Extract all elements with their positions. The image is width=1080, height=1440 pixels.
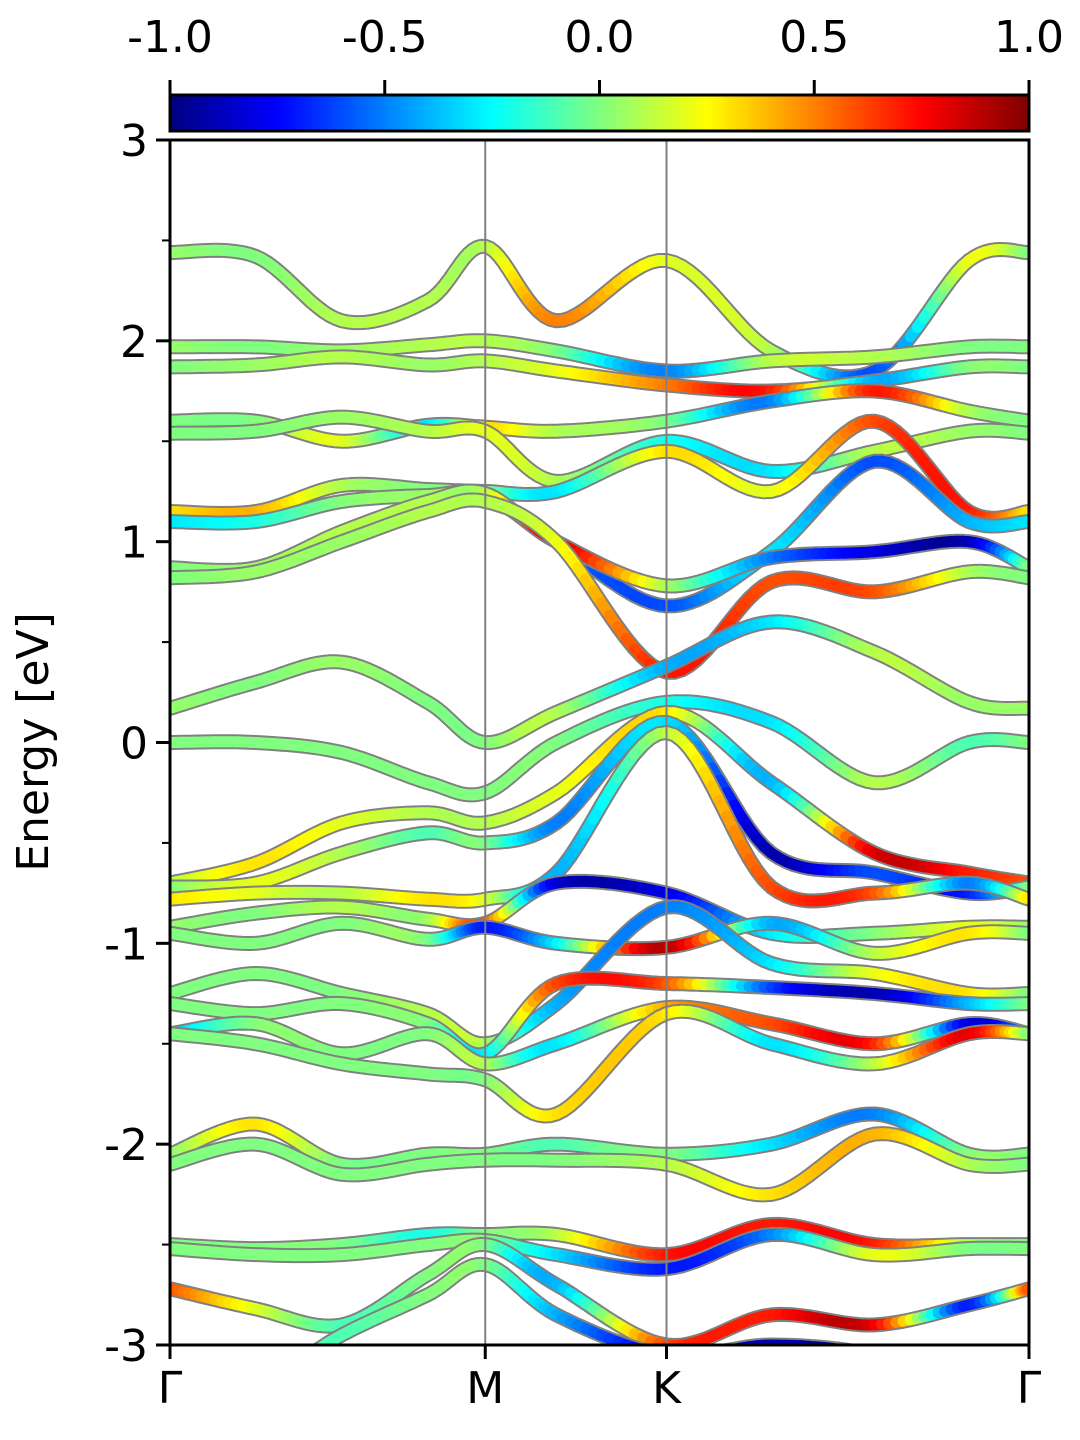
colorbar-tick-label: 0.0: [565, 12, 635, 63]
band: [170, 725, 1029, 909]
colorbar-tick-label: -0.5: [342, 12, 428, 63]
band-segment: [889, 1359, 896, 1361]
band-segment: [293, 1363, 299, 1367]
y-tick-label: 0: [120, 719, 148, 770]
band-segment: [256, 1383, 262, 1385]
band-segment: [183, 1386, 189, 1387]
band: [170, 694, 1029, 803]
band-segment: [951, 1380, 957, 1382]
band-segment: [299, 1358, 305, 1362]
band-segment: [719, 1351, 727, 1352]
band-segment: [629, 1342, 646, 1345]
band-segment: [201, 1388, 208, 1389]
band-segment: [903, 1363, 910, 1366]
band-segment: [236, 1388, 243, 1389]
band-segment: [896, 1361, 903, 1363]
band-segment: [194, 1387, 201, 1388]
band-segment: [262, 1381, 268, 1384]
k-point-label: Γ: [1017, 1363, 1042, 1414]
band-segment: [280, 1371, 286, 1375]
band-segment: [963, 1384, 969, 1385]
band: [170, 899, 1029, 1052]
k-point-label: Γ: [158, 1363, 183, 1414]
y-axis: 3 2 1 0 -1 -2 -3: [104, 116, 170, 1372]
band-segment: [315, 1344, 320, 1345]
band-segment: [287, 1367, 293, 1371]
band-segment: [980, 1387, 985, 1388]
bands: [170, 238, 1029, 1389]
colorbar-tick-label: 0.5: [779, 12, 849, 63]
band-segment: [826, 1342, 842, 1345]
band-segment: [917, 1368, 924, 1371]
band-segment: [704, 1353, 712, 1354]
band-segment: [810, 1341, 829, 1345]
band-segment: [188, 1387, 194, 1388]
band-segment: [314, 1340, 329, 1345]
y-tick-label: 2: [120, 317, 148, 368]
colorbar-gradient: [168, 93, 1031, 133]
band-segment: [834, 1343, 848, 1345]
band-segment: [250, 1385, 256, 1387]
band-segment: [268, 1378, 274, 1381]
band: [170, 492, 1029, 680]
band-segment: [843, 1344, 849, 1345]
colorbar-tick-label: 1.0: [994, 12, 1064, 63]
band-segment: [651, 1352, 659, 1354]
y-axis-label: Energy [eV]: [8, 612, 59, 872]
band-segment: [726, 1343, 738, 1345]
band: [170, 413, 1029, 526]
band-segment: [712, 1352, 719, 1353]
band-segment: [874, 1355, 881, 1357]
band: [170, 915, 1029, 961]
band: [170, 1106, 1029, 1173]
band-segment: [736, 1341, 755, 1345]
band: [170, 704, 1029, 891]
band-segment: [243, 1387, 250, 1388]
band-segment: [910, 1366, 917, 1369]
band-segment: [938, 1376, 945, 1378]
band-segment: [924, 1371, 931, 1374]
band-segment: [640, 1344, 646, 1345]
band: [170, 1226, 1029, 1277]
band-segment: [867, 1354, 874, 1355]
band-segment: [689, 1355, 697, 1356]
band-segment: [957, 1382, 963, 1384]
band-segment: [974, 1386, 979, 1387]
band-segment: [730, 1342, 747, 1345]
y-tick-label: -3: [104, 1321, 148, 1372]
colorbar-ticks: -1.0 -0.5 0.0 0.5 1.0: [127, 12, 1064, 95]
band-segment: [860, 1352, 867, 1353]
band: [170, 1126, 1029, 1203]
band: [170, 349, 1029, 399]
band-segment: [853, 1351, 860, 1352]
band: [170, 238, 1029, 385]
k-point-label: K: [652, 1363, 682, 1414]
y-tick-label: 3: [120, 116, 148, 167]
y-tick-label: -1: [104, 919, 148, 970]
band-segment: [882, 1357, 889, 1359]
band-segment: [818, 1342, 836, 1345]
plot-area: 3 2 1 0 -1 -2 -3 Γ M K Γ Energy [eV]: [8, 116, 1042, 1414]
band-segment: [697, 1354, 705, 1355]
band-segment: [945, 1378, 951, 1380]
band: [183, 1256, 985, 1389]
y-tick-label: 1: [120, 518, 148, 569]
colorbar: -1.0 -0.5 0.0 0.5 1.0: [127, 12, 1064, 133]
colorbar-tick-label: -1.0: [127, 12, 213, 63]
high-symmetry-lines: [484, 140, 668, 1345]
band: [170, 1003, 1029, 1124]
band-segment: [931, 1373, 938, 1376]
k-point-label: M: [466, 1363, 504, 1414]
band: [170, 614, 1029, 751]
band-segment: [305, 1354, 311, 1358]
band-segment: [969, 1385, 975, 1386]
y-tick-label: -2: [104, 1120, 148, 1171]
band-segment: [274, 1374, 280, 1377]
